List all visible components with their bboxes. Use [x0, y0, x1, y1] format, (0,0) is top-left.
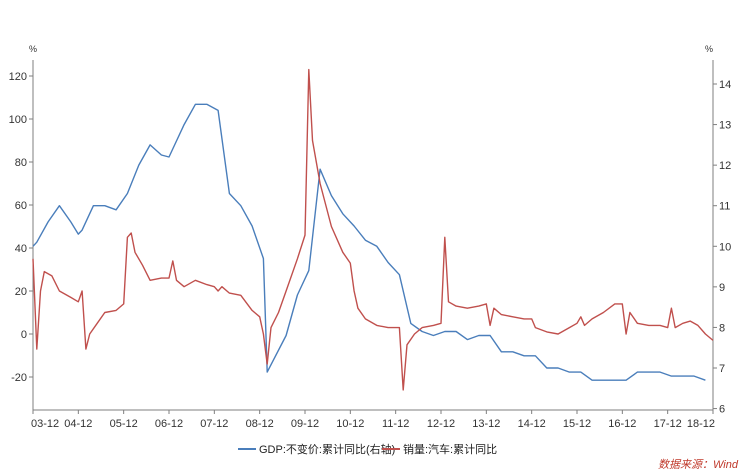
- series-line-gdp: [32, 103, 706, 381]
- x-tick-label: 08-12: [246, 418, 274, 430]
- x-tick-label: 12-12: [427, 418, 455, 430]
- x-tick-label: 07-12: [200, 418, 228, 430]
- right-tick-label: 9: [719, 282, 725, 294]
- right-tick-label: 12: [719, 160, 731, 172]
- left-axis-unit: %: [29, 44, 37, 54]
- right-tick-label: 8: [719, 322, 725, 334]
- left-tick-label: 0: [21, 329, 27, 341]
- right-tick-label: 11: [719, 201, 730, 213]
- x-tick-label: 18-12: [687, 418, 715, 430]
- x-tick-label: 16-12: [608, 418, 636, 430]
- right-tick-label: 7: [719, 363, 725, 375]
- left-tick-label: 120: [9, 71, 27, 83]
- legend-label-auto-sales: 销量:汽车:累计同比: [403, 442, 497, 456]
- right-axis-ticks: 6 7 8 9 10 11 12 13 14: [713, 79, 731, 416]
- source-note: 数据来源：Wind: [658, 458, 739, 470]
- left-tick-label: 60: [15, 200, 27, 212]
- series-layer: [32, 68, 714, 391]
- x-tick-label: 05-12: [110, 418, 138, 430]
- x-tick-label: 14-12: [518, 418, 546, 430]
- right-tick-label: 6: [719, 404, 725, 416]
- left-tick-label: 80: [15, 157, 27, 169]
- x-tick-label: 15-12: [563, 418, 591, 430]
- x-tick-label: 06-12: [155, 418, 183, 430]
- series-line-auto-sales: [32, 68, 714, 391]
- plot-frame: [32, 60, 714, 411]
- x-tick-label: 09-12: [291, 418, 319, 430]
- right-tick-label: 13: [719, 120, 731, 132]
- right-tick-label: 14: [719, 79, 731, 91]
- x-axis-ticks: 03-12 04-12 05-12 06-12 07-12 08-12 09-12 10-12…: [31, 410, 715, 430]
- left-tick-label: 100: [9, 114, 27, 126]
- right-tick-label: 10: [719, 241, 731, 253]
- x-tick-label: 10-12: [336, 418, 364, 430]
- x-tick-label: 13-12: [472, 418, 500, 430]
- left-tick-label: 20: [15, 286, 27, 298]
- x-tick-label: 03-12: [31, 418, 59, 430]
- x-tick-label: 17-12: [654, 418, 682, 430]
- x-tick-label: 04-12: [64, 418, 92, 430]
- left-axis-ticks: -20 0 20 40 60 80 100 120: [9, 71, 33, 384]
- x-tick-label: 11-12: [382, 418, 409, 430]
- legend-label-gdp: GDP:不变价:累计同比(右轴): [259, 442, 395, 456]
- right-axis-unit: %: [705, 44, 713, 54]
- legend: GDP:不变价:累计同比(右轴) 销量:汽车:累计同比: [238, 442, 497, 456]
- left-tick-label: -20: [11, 372, 27, 384]
- left-tick-label: 40: [15, 243, 27, 255]
